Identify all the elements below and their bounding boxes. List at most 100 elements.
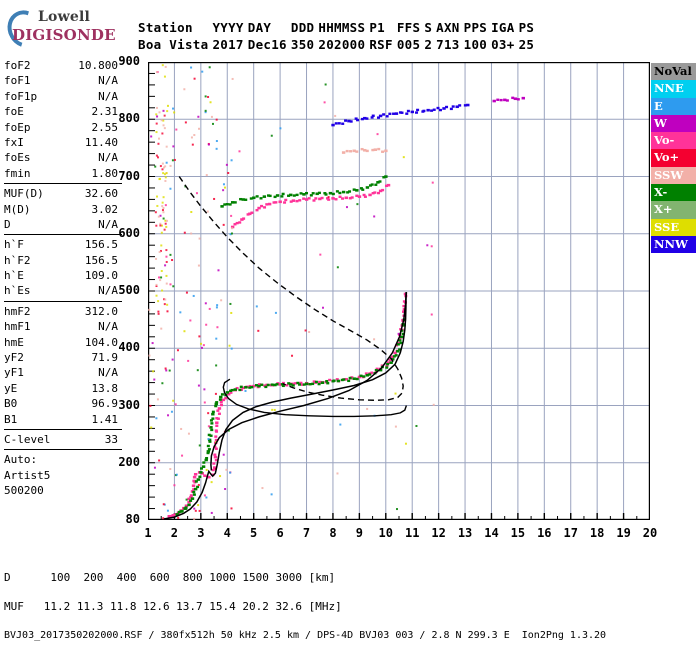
y-axis-tick-label: 80: [125, 512, 140, 526]
parameter-key: MUF(D): [4, 187, 44, 201]
footer-muf-row: MUF 11.2 11.3 11.8 12.6 13.7 15.4 20.2 3…: [4, 599, 342, 613]
station-col-header: HHMMSS: [318, 20, 366, 35]
series-third-hop-mixed-: [331, 103, 470, 127]
footer-distance-row: D 100 200 400 600 800 1000 1500 3000 [km…: [4, 570, 336, 584]
profile-lower-branch: [210, 292, 407, 471]
y-axis-tick-label: 200: [118, 454, 140, 469]
parameter-table: foF2 10.800 foF1 N/A foF1p N/A foE 2.31 foEp 2.55…: [4, 58, 122, 499]
parameter-value: 109.0: [84, 269, 118, 283]
plot-gridlines: [148, 62, 650, 520]
parameter-key: h`E: [4, 269, 24, 283]
legend-item-vo-[interactable]: Vo-: [651, 132, 696, 150]
parameter-row: foF2 10.800: [4, 58, 122, 73]
parameter-row: hmF2 312.0: [4, 304, 122, 319]
parameter-row: B0 96.9: [4, 396, 122, 411]
legend-item-x-[interactable]: X+: [651, 201, 696, 219]
logo-lowell-text: Lowell: [38, 9, 90, 25]
station-col-value: 2017: [212, 37, 244, 52]
station-col-header: YYYY: [212, 20, 244, 35]
station-col-header: AXN: [436, 20, 460, 35]
axis-ticks: [148, 62, 650, 520]
parameter-key: foEs: [4, 151, 31, 165]
station-col-value: 350: [290, 37, 315, 52]
parameter-value: N/A: [98, 284, 118, 298]
parameter-key: foE: [4, 105, 24, 119]
station-col-value: 25: [518, 37, 535, 52]
x-axis-tick-label: 8: [329, 526, 337, 540]
parameter-value: 10.800: [78, 59, 118, 72]
station-col-value: 100: [463, 37, 488, 52]
parameter-key: h`F2: [4, 253, 31, 267]
parameter-value: 71.9: [91, 351, 119, 365]
parameter-row: foF1 N/A: [4, 73, 122, 88]
parameter-key: yF2: [4, 351, 24, 365]
y-axis-tick-label: 700: [118, 168, 140, 183]
parameter-divider: [4, 183, 122, 185]
x-axis-tick-label: 13: [457, 526, 473, 540]
x-axis-tick-label: 17: [563, 526, 578, 540]
parameter-key: C-level: [4, 432, 51, 446]
parameter-row: yF2 71.9: [4, 350, 122, 365]
parameter-value: N/A: [98, 151, 118, 165]
parameter-divider: [4, 300, 122, 302]
y-axis-tick-label: 400: [118, 340, 140, 355]
parameter-key: M(D): [4, 202, 31, 216]
x-axis-tick-label: 2: [170, 526, 179, 540]
parameter-value: 156.5: [84, 253, 118, 267]
x-axis-tick-label: 5: [250, 526, 258, 540]
parameter-row: foE 2.31: [4, 104, 122, 119]
y-axis-tick-label: 900: [118, 54, 140, 68]
parameter-value: N/A: [98, 89, 118, 103]
y-axis-tick-label: 600: [118, 225, 140, 240]
parameter-key: h`Es: [4, 284, 31, 298]
legend-item-ssw[interactable]: SSW: [651, 166, 696, 185]
parameter-row: foEp 2.55: [4, 120, 122, 135]
parameter-value: 2.31: [91, 105, 119, 119]
parameter-key: foEp: [4, 120, 31, 134]
legend-item-w[interactable]: W: [651, 114, 696, 133]
parameter-divider: [4, 449, 122, 451]
legend-item-nne[interactable]: NNE: [651, 80, 696, 98]
legend-item-sse[interactable]: SSE: [651, 218, 696, 236]
x-axis-tick-label: 7: [302, 526, 311, 540]
station-header: Station YYYY DAY DDD HHMMSS P1 FFS S AXN PPS IGA PS…: [138, 20, 538, 52]
station-col-value: 713: [436, 37, 460, 52]
parameter-row: h`F2 156.5: [4, 253, 122, 268]
parameter-row: MUF(D) 32.60: [4, 186, 122, 201]
parameter-divider: [4, 234, 122, 236]
legend-item-noval[interactable]: NoVal: [651, 63, 696, 81]
parameter-value: 104.0: [84, 335, 118, 349]
station-value-row: Boa Vista 2017 Dec16 350 202000 RSF 005 2 713 100…: [138, 37, 538, 52]
parameter-row: h`E 109.0: [4, 268, 122, 283]
y-axis-tick-label: 500: [118, 283, 140, 297]
station-col-header: PS: [518, 20, 535, 35]
footer-text: D 100 200 400 600 800 1000 1500 3000 [km…: [4, 556, 606, 658]
parameter-row: foEs N/A: [4, 150, 122, 165]
x-axis-tick-label: 4: [223, 526, 231, 540]
legend-item-nnw[interactable]: NNW: [651, 235, 696, 254]
series-second-hop-x-x-: [220, 175, 388, 208]
station-col-header: DAY: [247, 20, 272, 35]
parameter-value: 96.9: [91, 397, 119, 411]
parameter-value: N/A: [98, 217, 118, 231]
station-col-value: Boa Vista: [138, 37, 209, 52]
parameter-value: N/A: [98, 320, 118, 334]
legend-item-vo-[interactable]: Vo+: [651, 149, 696, 167]
y-axis-tick-label: 800: [118, 111, 140, 126]
station-col-value: RSF: [369, 37, 393, 52]
parameter-footer-line: Artist5: [4, 468, 51, 482]
x-axis-tick-label: 15: [510, 526, 526, 540]
parameter-key: yF1: [4, 366, 24, 380]
station-col-header: S: [424, 20, 433, 35]
true-height-profile: [163, 292, 408, 520]
legend-item-x-[interactable]: X-: [651, 184, 696, 202]
muf-dashed-curve: [178, 176, 404, 402]
parameter-row: hmE 104.0: [4, 335, 122, 350]
station-header-row: Station YYYY DAY DDD HHMMSS P1 FFS S AXN PPS IGA PS: [138, 20, 538, 37]
ionogram-plot: 900 800 700 600 500 400 300 200 80 1 2 3 4 5 6 7 8 9 10 11 1…: [118, 54, 657, 540]
legend-item-e[interactable]: E: [651, 97, 696, 115]
parameter-key: foF1: [4, 74, 31, 88]
x-axis-tick-label: 1: [144, 526, 152, 540]
series-second-hop-o-vo-: [230, 183, 391, 229]
parameter-value: 33: [104, 432, 118, 446]
